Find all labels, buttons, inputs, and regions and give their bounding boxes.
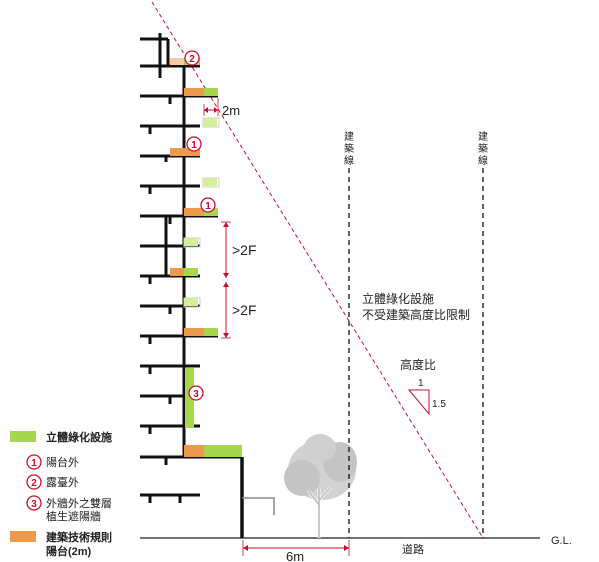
svg-text:建: 建 bbox=[478, 130, 488, 143]
ratio-run-label: 1.5 bbox=[432, 399, 446, 410]
svg-text:1: 1 bbox=[191, 140, 197, 151]
legend-orange-label-2: 陽台(2m) bbox=[46, 544, 92, 558]
building-line-left-label: 建 築 線 bbox=[344, 130, 354, 167]
svg-text:築: 築 bbox=[478, 142, 488, 155]
svg-text:建: 建 bbox=[344, 130, 354, 143]
exempt-note-line2: 不受建築高度比限制 bbox=[362, 307, 470, 322]
dimension-2f-lower bbox=[221, 282, 231, 339]
exterior-wall bbox=[166, 39, 186, 457]
svg-text:2: 2 bbox=[189, 54, 195, 65]
legend-item1-num: 1 bbox=[31, 458, 37, 469]
dimension-2f-upper-label: >2F bbox=[232, 242, 257, 258]
legend-item3-label-2: 植生遮陽牆 bbox=[46, 509, 101, 523]
dimension-2m-label: 2m bbox=[222, 103, 240, 118]
legend-item3-label-1: 外牆外之雙層 bbox=[46, 496, 112, 510]
legend-green-swatch bbox=[10, 431, 36, 442]
height-ratio-triangle bbox=[407, 389, 430, 416]
building-line-right-label: 建 築 線 bbox=[478, 130, 488, 167]
legend-item2-label: 露臺外 bbox=[46, 475, 79, 489]
gl-label: G.L. bbox=[551, 535, 572, 547]
legend-orange-label-1: 建築技術規則 bbox=[46, 530, 112, 544]
legend-item1-label: 陽台外 bbox=[46, 455, 79, 469]
dimension-2m bbox=[203, 98, 219, 116]
svg-text:1: 1 bbox=[205, 201, 211, 212]
dimension-6m bbox=[242, 540, 350, 556]
legend-item3-num: 3 bbox=[31, 499, 37, 510]
legend: 立體綠化設施 1 陽台外 2 露臺外 3 外牆外之雙層 植生遮陽牆 建築技術規則… bbox=[10, 430, 112, 558]
road-label: 道路 bbox=[402, 542, 424, 556]
height-ratio-title: 高度比 bbox=[400, 357, 436, 372]
legend-item2-num: 2 bbox=[31, 478, 37, 489]
marker-2-top: 2 bbox=[184, 50, 200, 66]
dimension-2f-upper bbox=[221, 221, 231, 278]
dimension-2f-lower-label: >2F bbox=[232, 302, 257, 318]
entrance-canopy bbox=[242, 497, 275, 515]
svg-text:線: 線 bbox=[478, 154, 488, 167]
tree-illustration bbox=[284, 434, 357, 538]
marker-1-floor4: 1 bbox=[200, 197, 216, 213]
dimension-6m-label: 6m bbox=[286, 549, 304, 562]
marker-1-floor3: 1 bbox=[186, 136, 202, 152]
svg-text:3: 3 bbox=[193, 389, 199, 400]
marker-3-wall: 3 bbox=[188, 385, 204, 401]
svg-text:線: 線 bbox=[344, 154, 354, 167]
exempt-note-line1: 立體綠化設施 bbox=[362, 291, 434, 306]
ratio-rise-label: 1 bbox=[418, 378, 424, 389]
legend-green-label: 立體綠化設施 bbox=[46, 430, 112, 444]
svg-text:築: 築 bbox=[344, 142, 354, 155]
legend-orange-swatch bbox=[10, 531, 36, 542]
